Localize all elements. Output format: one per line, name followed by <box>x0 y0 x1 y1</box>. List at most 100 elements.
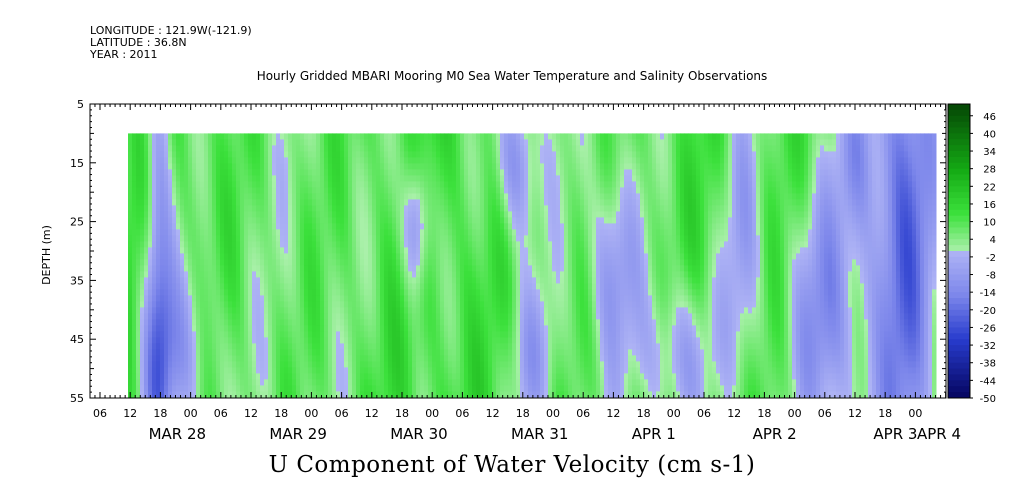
heatmap-cell <box>284 295 289 302</box>
heatmap-cell <box>516 295 521 302</box>
heatmap-cell <box>364 307 369 314</box>
heatmap-cell <box>232 181 237 188</box>
heatmap-cell <box>196 271 201 278</box>
heatmap-cell <box>192 343 197 350</box>
heatmap-cell <box>552 385 557 392</box>
heatmap-cell <box>184 163 189 170</box>
heatmap-cell <box>560 205 565 212</box>
heatmap-cell <box>132 289 137 296</box>
heatmap-cell <box>292 385 297 392</box>
heatmap-cell <box>176 349 181 356</box>
heatmap-cell <box>168 163 173 170</box>
heatmap-cell <box>564 361 569 368</box>
heatmap-cell <box>264 265 269 272</box>
heatmap-cell <box>512 223 517 230</box>
heatmap-cell <box>492 349 497 356</box>
heatmap-cell <box>512 277 517 284</box>
heatmap-cell <box>456 205 461 212</box>
heatmap-cell <box>284 337 289 344</box>
heatmap-cell <box>432 229 437 236</box>
heatmap-cell <box>512 175 517 182</box>
heatmap-cell <box>400 175 405 182</box>
heatmap-cell <box>156 271 161 278</box>
heatmap-cell <box>368 319 373 326</box>
heatmap-cell <box>216 187 221 194</box>
heatmap-cell <box>508 355 513 362</box>
heatmap-cell <box>256 235 261 242</box>
heatmap-cell <box>472 181 477 188</box>
heatmap-cell <box>188 151 193 158</box>
heatmap-cell <box>456 355 461 362</box>
heatmap-cell <box>396 169 401 176</box>
heatmap-cell <box>244 355 249 362</box>
heatmap-cell <box>396 133 401 140</box>
heatmap-cell <box>304 205 309 212</box>
heatmap-cell <box>392 163 397 170</box>
heatmap-cell <box>196 175 201 182</box>
heatmap-cell <box>408 151 413 158</box>
heatmap-cell <box>372 145 377 152</box>
heatmap-cell <box>268 367 273 374</box>
heatmap-cell <box>480 145 485 152</box>
heatmap-cell <box>244 247 249 254</box>
heatmap-cell <box>240 187 245 194</box>
heatmap-cell <box>504 313 509 320</box>
heatmap-cell <box>200 379 205 386</box>
heatmap-cell <box>264 355 269 362</box>
heatmap-cell <box>160 337 165 344</box>
heatmap-cell <box>564 181 569 188</box>
heatmap-cell <box>156 199 161 206</box>
heatmap-cell <box>488 265 493 272</box>
heatmap-cell <box>216 301 221 308</box>
heatmap-cell <box>456 193 461 200</box>
heatmap-cell <box>248 235 253 242</box>
heatmap-cell <box>252 391 257 398</box>
heatmap-cell <box>412 379 417 386</box>
heatmap-cell <box>128 157 133 164</box>
heatmap-cell <box>268 379 273 386</box>
heatmap-cell <box>380 325 385 332</box>
heatmap-cell <box>464 361 469 368</box>
heatmap-cell <box>344 205 349 212</box>
heatmap-cell <box>436 253 441 260</box>
heatmap-cell <box>444 193 449 200</box>
heatmap-cell <box>552 265 557 272</box>
heatmap-cell <box>248 367 253 374</box>
heatmap-cell <box>436 325 441 332</box>
heatmap-cell <box>464 373 469 380</box>
heatmap-cell <box>228 211 233 218</box>
heatmap-cell <box>400 337 405 344</box>
heatmap-cell <box>260 217 265 224</box>
heatmap-cell <box>260 145 265 152</box>
heatmap-cell <box>140 217 145 224</box>
heatmap-cell <box>552 391 557 398</box>
heatmap-cell <box>344 385 349 392</box>
heatmap-cell <box>508 349 513 356</box>
heatmap-cell <box>236 295 241 302</box>
heatmap-cell <box>460 181 465 188</box>
heatmap-cell <box>148 181 153 188</box>
heatmap-cell <box>372 295 377 302</box>
heatmap-cell <box>448 199 453 206</box>
heatmap-cell <box>304 385 309 392</box>
heatmap-cell <box>432 379 437 386</box>
heatmap-cell <box>472 313 477 320</box>
latitude-label: LATITUDE : 36.8N <box>90 36 187 49</box>
heatmap-cell <box>332 349 337 356</box>
heatmap-cell <box>176 289 181 296</box>
heatmap-cell <box>432 235 437 242</box>
heatmap-cell <box>488 343 493 350</box>
heatmap-cell <box>140 337 145 344</box>
heatmap-cell <box>244 223 249 230</box>
heatmap-cell <box>224 319 229 326</box>
heatmap-cell <box>324 283 329 290</box>
heatmap-cell <box>252 265 257 272</box>
heatmap-cell <box>488 349 493 356</box>
heatmap-cell <box>568 157 573 164</box>
heatmap-cell <box>516 187 521 194</box>
heatmap-cell <box>336 253 341 260</box>
heatmap-cell <box>204 187 209 194</box>
heatmap-cell <box>280 283 285 290</box>
heatmap-cell <box>372 163 377 170</box>
heatmap-cell <box>508 343 513 350</box>
